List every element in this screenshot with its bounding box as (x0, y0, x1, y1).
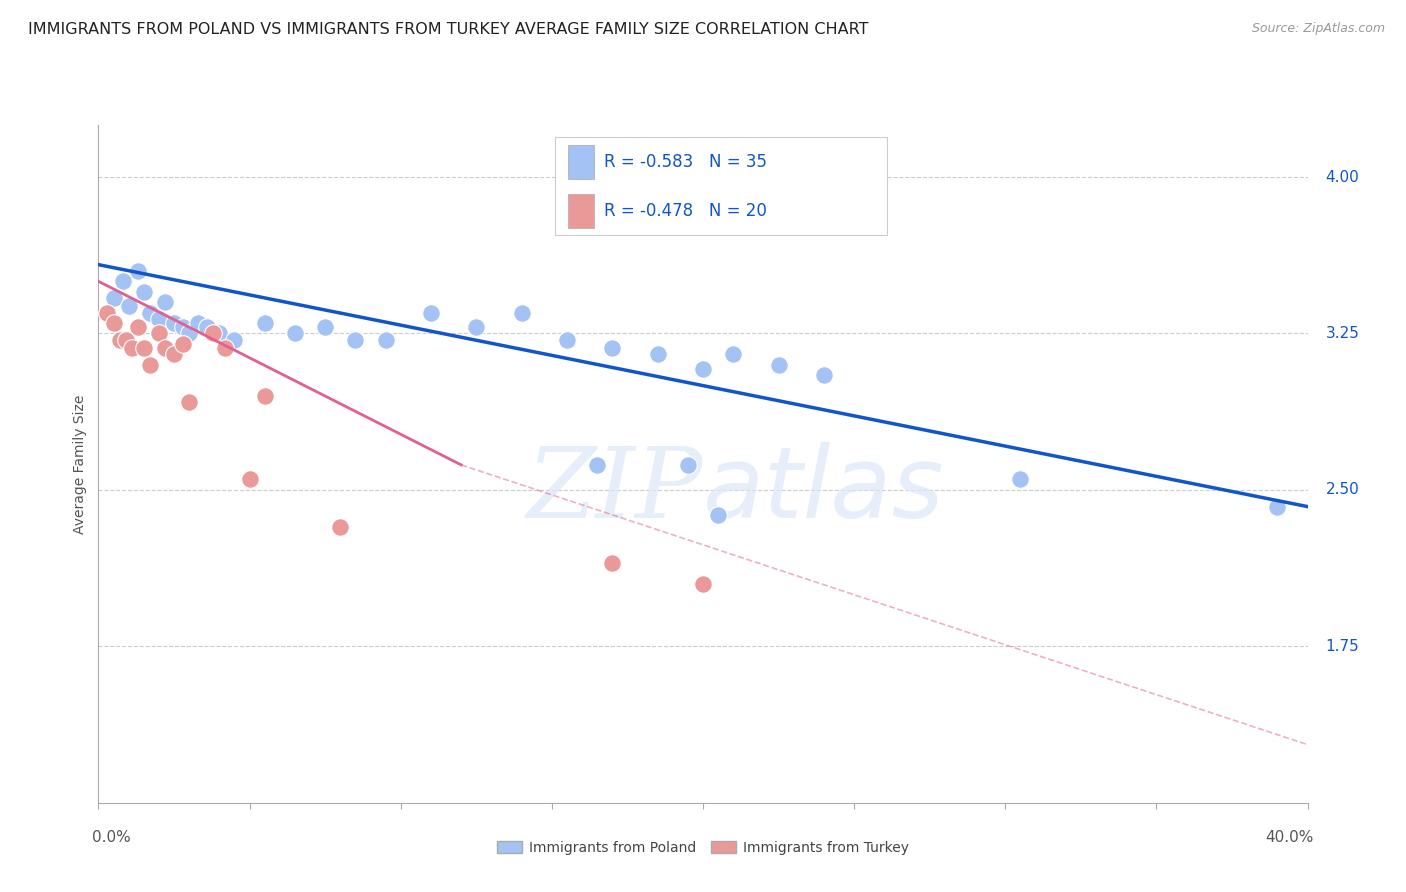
Point (139, 358, 162, 372)
Text: 40.0%: 40.0% (1265, 830, 1313, 845)
Point (132, 285, 155, 299)
Point (103, 291, 125, 305)
Point (195, 320, 218, 334)
Point (768, 358, 790, 372)
Point (172, 320, 194, 334)
Point (420, 305, 443, 319)
Point (692, 576, 714, 591)
Point (555, 333, 578, 347)
Point (239, 473, 262, 487)
Point (111, 274, 134, 288)
Text: R = -0.478   N = 20: R = -0.478 N = 20 (603, 202, 766, 220)
Point (510, 305, 533, 319)
Point (253, 389, 276, 403)
Point (114, 333, 136, 347)
Point (602, 341, 624, 355)
Point (148, 326, 170, 341)
Point (139, 305, 162, 319)
Point (172, 337, 194, 351)
Text: 4.00: 4.00 (1326, 169, 1360, 185)
Point (224, 333, 246, 347)
Point (465, 320, 488, 334)
Point (202, 326, 225, 341)
Point (813, 368, 835, 383)
Point (96, 305, 118, 319)
Point (148, 311, 170, 326)
Point (602, 556, 624, 570)
Point (314, 320, 336, 334)
Point (374, 333, 396, 347)
Point (103, 316, 125, 330)
Point (1010, 473, 1032, 487)
Text: 2.50: 2.50 (1326, 483, 1360, 498)
Point (179, 326, 201, 341)
Point (329, 520, 352, 534)
Point (647, 347, 669, 361)
Text: IMMIGRANTS FROM POLAND VS IMMIGRANTS FROM TURKEY AVERAGE FAMILY SIZE CORRELATION: IMMIGRANTS FROM POLAND VS IMMIGRANTS FRO… (28, 22, 869, 37)
Point (344, 333, 367, 347)
Point (132, 341, 155, 355)
Point (108, 333, 131, 347)
Point (214, 341, 236, 355)
Point (127, 320, 149, 334)
Point (692, 362, 714, 376)
Text: Source: ZipAtlas.com: Source: ZipAtlas.com (1251, 22, 1385, 36)
Point (253, 316, 276, 330)
Point (586, 458, 609, 472)
Point (723, 347, 745, 361)
Legend: Immigrants from Poland, Immigrants from Turkey: Immigrants from Poland, Immigrants from … (492, 835, 914, 860)
Point (127, 264, 149, 278)
Text: 3.25: 3.25 (1326, 326, 1360, 341)
Point (284, 326, 307, 341)
Point (187, 316, 209, 330)
Text: ZIP: ZIP (527, 443, 703, 539)
Point (153, 295, 176, 310)
Point (1267, 500, 1289, 514)
Point (676, 458, 699, 472)
Text: 1.75: 1.75 (1326, 639, 1360, 654)
Point (707, 508, 730, 522)
Text: atlas: atlas (703, 442, 945, 540)
Point (163, 316, 186, 330)
Point (179, 395, 201, 409)
Y-axis label: Average Family Size: Average Family Size (73, 394, 87, 533)
Point (121, 341, 143, 355)
Text: 0.0%: 0.0% (93, 830, 131, 845)
Point (163, 347, 186, 361)
Text: R = -0.583   N = 35: R = -0.583 N = 35 (603, 153, 766, 171)
Point (208, 326, 231, 341)
Point (118, 299, 141, 313)
Point (153, 341, 176, 355)
